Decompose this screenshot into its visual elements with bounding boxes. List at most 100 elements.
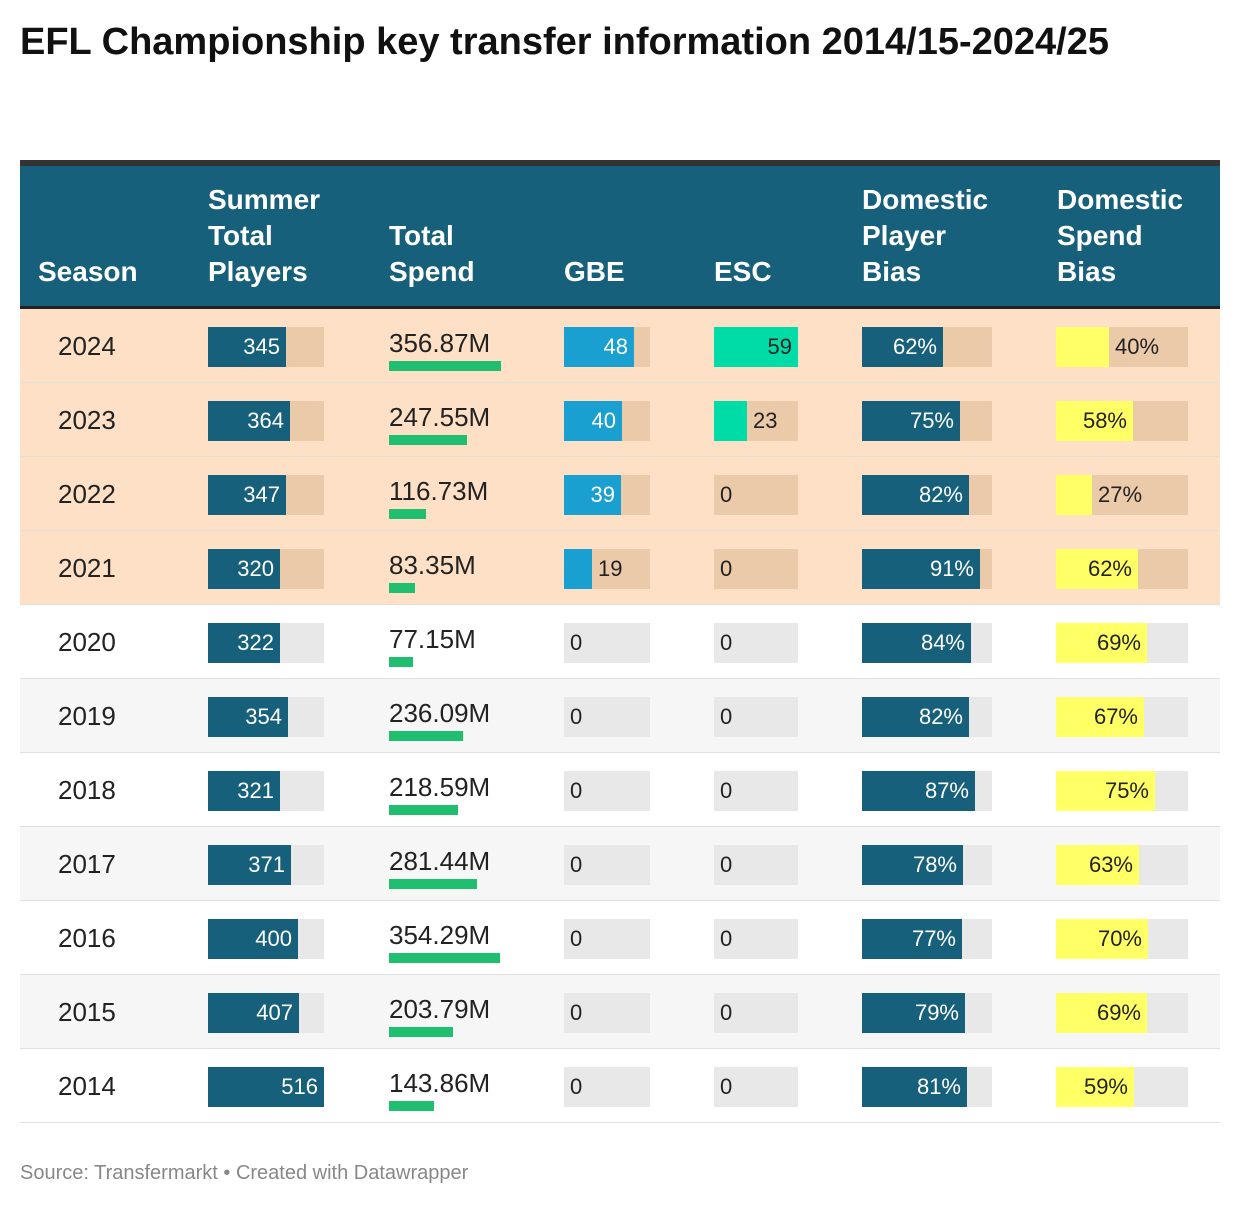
table-row: 2016 400 354.29M 0 0 77% 70% [20,901,1220,975]
gbe-label: 39 [590,482,615,507]
gbe-track: 0 [564,697,650,737]
spend-bias-label: 27% [1098,482,1143,507]
table-header: Season Summer Total Players Total Spend … [20,166,1220,309]
gbe-bar [564,549,592,589]
spend-bias-bar [1056,845,1139,885]
table-row: 2022 347 116.73M 39 0 82% 27% [20,457,1220,531]
total-spend-bar [389,361,501,371]
players-bar [208,919,298,959]
player-bias-bar [862,401,960,441]
players-label: 320 [237,556,274,581]
player-bias-track: 62% [862,327,992,367]
spend-bias-bar [1056,1067,1134,1107]
gbe-label: 0 [570,1000,583,1025]
players-bar [208,549,280,589]
gbe-track: 0 [564,771,650,811]
esc-track: 0 [714,771,798,811]
header-players: Summer Total Players [208,182,358,290]
total-spend-value: 281.44M [389,846,491,876]
header-spend-bias-label: Domestic Spend Bias [1057,184,1184,287]
players-track: 364 [208,401,324,441]
spend-bias-label: 63% [1088,852,1133,877]
spend-bias-label: 58% [1082,408,1127,433]
player-bias-bar [862,771,975,811]
table-top-rule [20,160,1220,166]
player-bias-bar [862,1067,967,1107]
esc-bar [714,327,798,367]
spend-bias-track: 63% [1056,845,1188,885]
esc-label: 0 [720,482,733,507]
gbe-bar [564,401,622,441]
player-bias-bar [862,623,971,663]
players-label: 321 [237,778,274,803]
player-bias-bar [862,845,963,885]
esc-track: 23 [714,401,798,441]
player-bias-label: 81% [916,1074,961,1099]
table-row: 2017 371 281.44M 0 0 78% 63% [20,827,1220,901]
players-bar [208,475,286,515]
table-row: 2024 345 356.87M 48 59 62% 40% [20,309,1220,383]
players-label: 347 [243,482,280,507]
spend-bias-label: 62% [1087,556,1132,581]
player-bias-bar [862,549,980,589]
table-row: 2014 516 143.86M 0 0 81% 59% [20,1049,1220,1123]
total-spend-value: 203.79M [389,994,491,1024]
esc-track: 59 [714,327,798,367]
spend-bias-track: 69% [1056,993,1188,1033]
player-bias-track: 78% [862,845,992,885]
chart-title: EFL Championship key transfer informatio… [20,21,1110,63]
header-esc-label: ESC [714,256,772,287]
spend-bias-label: 69% [1096,630,1141,655]
players-track: 321 [208,771,324,811]
total-spend-bar [389,805,458,815]
gbe-track: 39 [564,475,650,515]
total-spend-value: 116.73M [389,476,489,506]
spend-bias-bar [1056,475,1092,515]
players-label: 364 [247,408,284,433]
player-bias-track: 87% [862,771,992,811]
player-bias-track: 91% [862,549,992,589]
esc-label: 0 [720,778,733,803]
players-label: 516 [281,1074,318,1099]
players-track: 322 [208,623,324,663]
player-bias-track: 79% [862,993,992,1033]
esc-track: 0 [714,919,798,959]
players-bar [208,623,280,663]
gbe-label: 0 [570,704,583,729]
gbe-bar [564,475,621,515]
player-bias-track: 82% [862,697,992,737]
players-label: 345 [243,334,280,359]
esc-label: 0 [720,704,733,729]
player-bias-bar [862,697,969,737]
gbe-track: 0 [564,845,650,885]
esc-track: 0 [714,623,798,663]
spend-bias-bar [1056,327,1109,367]
gbe-bar [564,327,634,367]
source-footer: Source: Transfermarkt • Created with Dat… [20,1162,469,1184]
players-bar [208,327,286,367]
season-cell: 2020 [58,627,116,657]
total-spend-value: 143.86M [389,1068,491,1098]
player-bias-track: 81% [862,1067,992,1107]
spend-bias-track: 40% [1056,327,1188,367]
total-spend-value: 354.29M [389,920,491,950]
esc-bar [714,401,747,441]
player-bias-bar [862,919,962,959]
players-track: 354 [208,697,324,737]
players-bar [208,697,288,737]
spend-bias-bar [1056,549,1138,589]
player-bias-label: 87% [924,778,969,803]
gbe-track: 19 [564,549,650,589]
player-bias-label: 62% [892,334,937,359]
gbe-label: 40 [591,408,616,433]
season-cell: 2022 [58,479,116,509]
players-track: 345 [208,327,324,367]
gbe-track: 48 [564,327,650,367]
esc-track: 0 [714,845,798,885]
spend-bias-bar [1056,697,1144,737]
player-bias-track: 75% [862,401,992,441]
esc-track: 0 [714,697,798,737]
season-cell: 2017 [58,849,116,879]
total-spend-bar [389,435,467,445]
spend-bias-bar [1056,771,1155,811]
